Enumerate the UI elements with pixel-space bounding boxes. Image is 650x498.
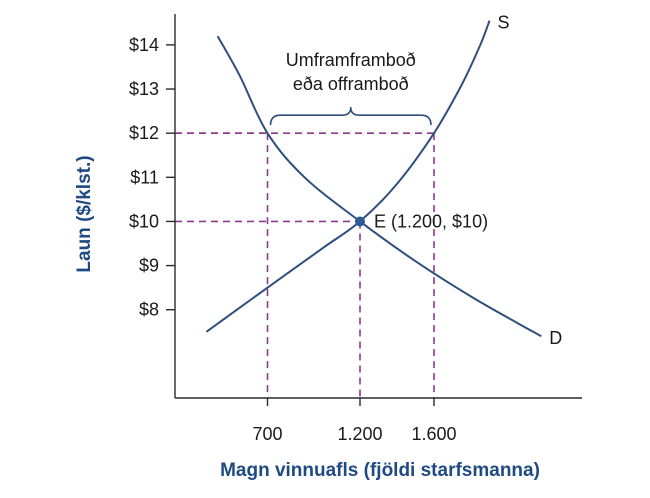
- y-tick-label: $8: [139, 300, 159, 320]
- series-labels: S D E (1.200, $10): [374, 13, 562, 349]
- x-ticks: 700 1.200 1.600: [252, 398, 457, 444]
- series-d-label: D: [549, 328, 562, 348]
- equilibrium-label: E (1.200, $10): [374, 211, 488, 231]
- dashed-guides: [175, 132, 435, 398]
- y-tick-label: $9: [139, 256, 159, 276]
- y-ticks: $8 $9 $10 $11 $12 $13 $14: [129, 35, 175, 320]
- y-tick-label: $10: [129, 211, 159, 231]
- series-s-label: S: [498, 13, 510, 33]
- x-tick-label: 1.600: [411, 424, 456, 444]
- y-tick-label: $12: [129, 123, 159, 143]
- surplus-label-line: eða offramboð: [293, 74, 409, 94]
- equilibrium-point: [355, 216, 365, 227]
- curves: [205, 20, 542, 338]
- y-tick-label: $14: [129, 35, 159, 55]
- axes: [174, 14, 582, 399]
- x-axis-title: Magn vinnuafls (fjöldi starfsmanna): [220, 460, 540, 481]
- surplus-label-line: Umframframboð: [286, 50, 416, 70]
- y-tick-label: $13: [129, 79, 159, 99]
- series-s-curve: [205, 20, 491, 333]
- y-axis-title: Laun ($/klst.): [74, 155, 95, 272]
- surplus-brace: [269, 107, 432, 126]
- x-tick-label: 1.200: [337, 424, 382, 444]
- surplus-bracket: Umframframboð eða offramboð: [269, 50, 432, 126]
- y-tick-label: $11: [130, 167, 159, 187]
- x-tick-label: 700: [252, 424, 282, 444]
